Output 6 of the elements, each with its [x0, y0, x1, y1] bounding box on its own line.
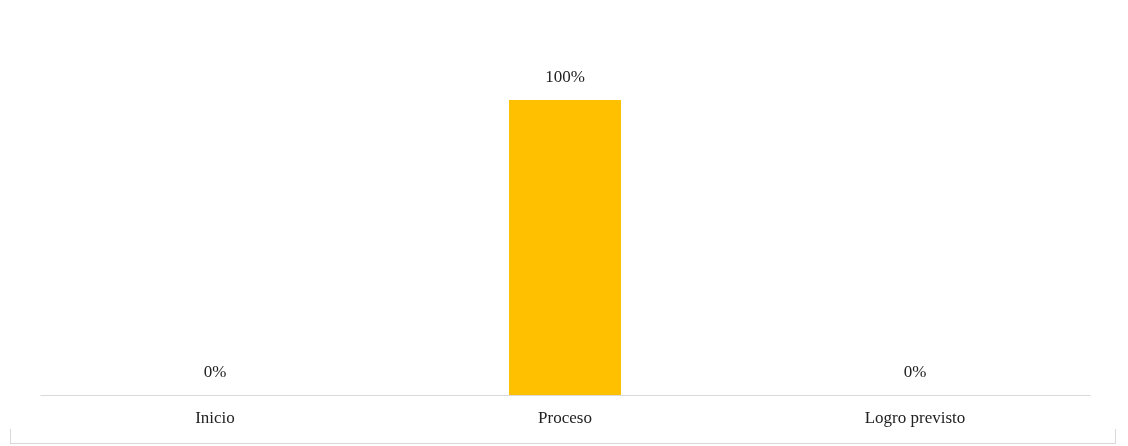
data-label: 100%	[545, 67, 585, 86]
x-tick-label: Inicio	[195, 407, 235, 427]
data-label: 0%	[203, 362, 227, 381]
x-tick-label: Proceso	[538, 407, 592, 427]
x-tick-label: Logro previsto	[864, 407, 966, 427]
data-label: 0%	[903, 362, 927, 381]
